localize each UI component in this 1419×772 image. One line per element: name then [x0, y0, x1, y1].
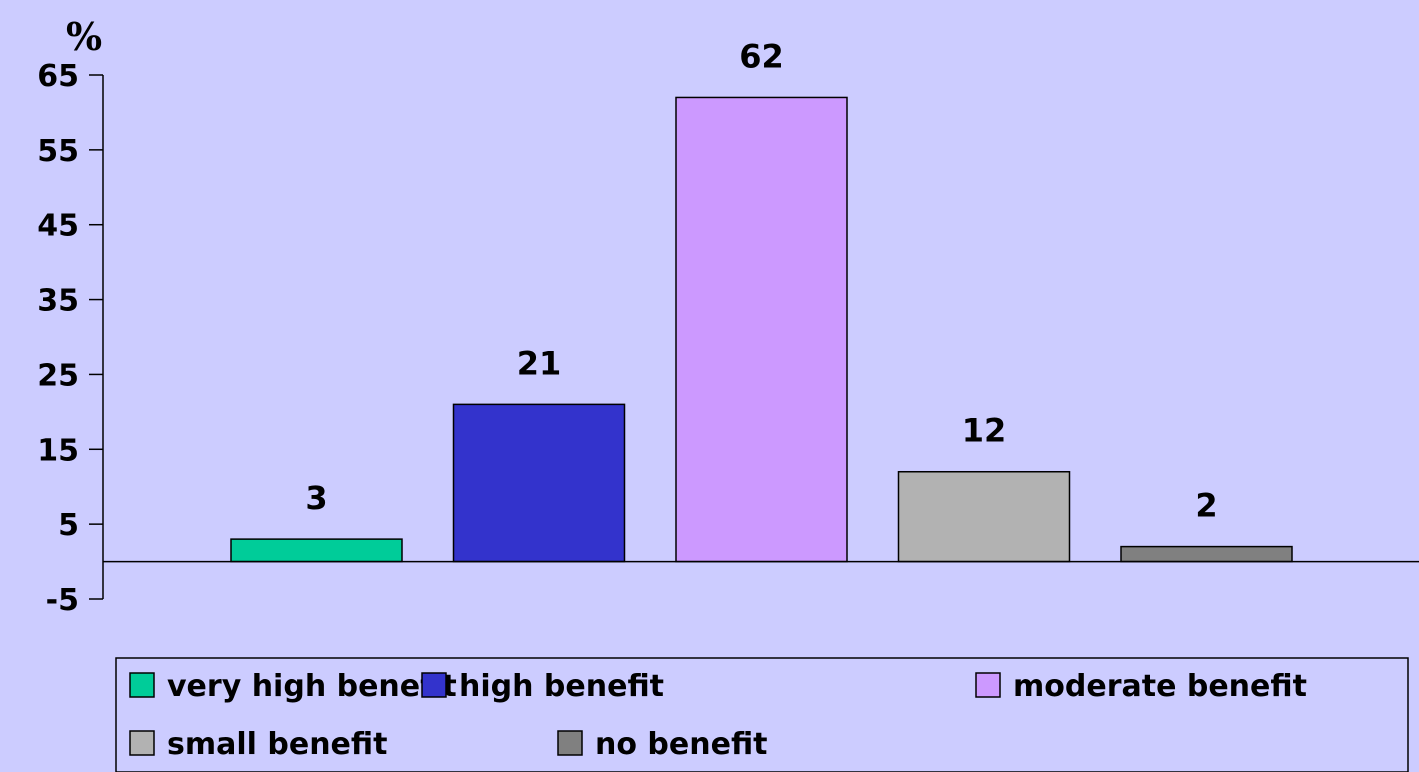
legend-swatch — [129, 672, 155, 698]
legend-label: no benefit — [595, 727, 768, 762]
y-tick-label: 15 — [37, 433, 79, 468]
bar-value-label: 21 — [517, 344, 562, 382]
legend-label: moderate benefit — [1013, 669, 1307, 704]
y-tick-label: 35 — [37, 284, 79, 319]
y-tick-label: 5 — [58, 508, 79, 543]
y-tick-label: -5 — [46, 583, 79, 618]
legend-label: small benefit — [167, 727, 387, 762]
legend-swatch — [421, 672, 447, 698]
legend-swatch — [557, 730, 583, 756]
legend-items: very high benefit high benefit moderate be… — [129, 669, 1307, 762]
y-axis-unit-label: % — [66, 14, 102, 59]
y-axis: 65 55 45 35 25 15 5 -5 — [37, 59, 104, 618]
y-tick-label: 25 — [37, 358, 79, 393]
bar — [230, 538, 403, 563]
bar-value-label: 2 — [1195, 487, 1217, 525]
bar-value-label: 12 — [962, 412, 1007, 450]
bar — [897, 470, 1071, 563]
legend-label: very high benefit — [167, 669, 457, 704]
data-labels: 3 21 62 12 2 — [305, 37, 1217, 524]
legend-box — [115, 657, 1409, 772]
legend-swatch — [975, 672, 1001, 698]
legend: very high benefit high benefit moderate be… — [115, 657, 1409, 772]
y-tick-label: 55 — [37, 134, 79, 169]
bars — [230, 96, 1293, 563]
y-tick-label: 45 — [37, 209, 79, 244]
bar — [1120, 545, 1293, 563]
legend-swatch — [129, 730, 155, 756]
bar-value-label: 3 — [305, 479, 327, 517]
bar — [452, 403, 626, 563]
bar-value-label: 62 — [739, 37, 784, 75]
legend-label: high benefit — [459, 669, 664, 704]
bar — [675, 96, 848, 563]
y-tick-label: 65 — [37, 59, 79, 94]
